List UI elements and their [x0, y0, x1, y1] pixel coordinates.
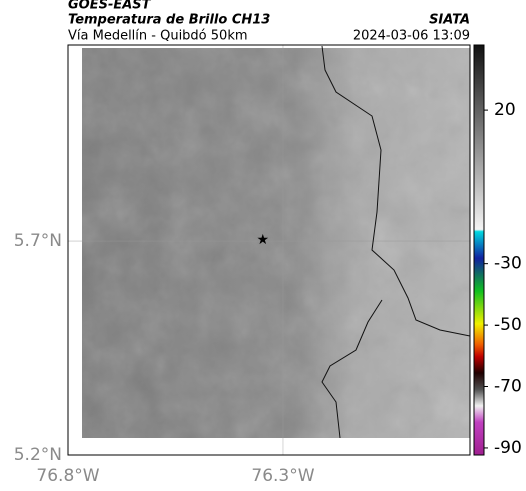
agency: SIATA [429, 13, 470, 28]
datetime: 2024-03-06 13:09 [353, 29, 470, 44]
x-tick-label: 76.8°W [36, 466, 99, 486]
y-tick-label: 5.7°N [14, 231, 62, 251]
border [321, 45, 471, 337]
coastline [321, 299, 383, 439]
title: Temperatura de Brillo CH13 [68, 13, 270, 28]
colorbar-tick-label: -50 [494, 315, 522, 335]
map-frame [67, 44, 471, 456]
colorbar-tick-label: 20 [494, 100, 516, 120]
y-tick-label: 5.2°N [14, 445, 62, 465]
colorbar-tick-label: -30 [494, 254, 522, 274]
colorbar [473, 44, 485, 456]
location-marker: ★ [256, 232, 269, 248]
colorbar-tick-label: -90 [494, 438, 522, 458]
source: GOES-EAST [68, 0, 152, 13]
x-tick-label: 76.3°W [251, 466, 314, 486]
satellite-image [82, 48, 470, 438]
colorbar-tick-label: -70 [494, 377, 522, 397]
subtitle: Vía Medellín - Quibdó 50km [68, 29, 248, 44]
